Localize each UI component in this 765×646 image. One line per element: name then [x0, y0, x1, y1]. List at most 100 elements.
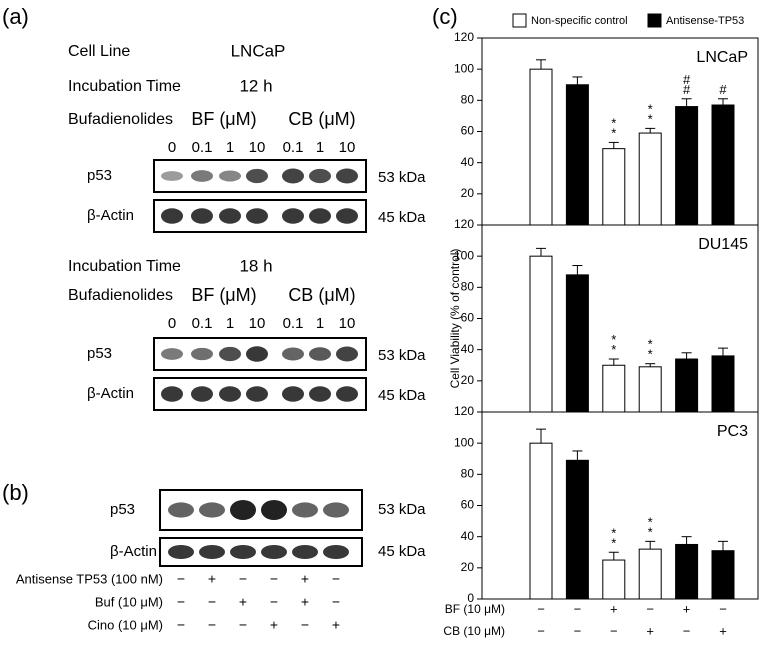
y-tick-label: 80: [461, 467, 475, 481]
blot-band: [191, 386, 213, 402]
condition-sign: −: [683, 623, 691, 638]
bar: [529, 255, 553, 413]
treatment-sign: +: [301, 571, 309, 587]
row-label: Cell Line: [68, 43, 130, 60]
y-tick-label: 120: [454, 30, 474, 44]
bar: [602, 559, 626, 600]
legend-label: Non-specific control: [531, 15, 628, 27]
legend-swatch: [512, 13, 527, 28]
blot-label: β-Actin: [87, 207, 134, 224]
treatment-sign: −: [239, 571, 247, 587]
lane-label: 0.1: [192, 315, 213, 332]
blot-label: p53: [87, 345, 112, 362]
significance-mark: * *: [648, 102, 653, 127]
lane-label: 0: [168, 315, 176, 332]
legend-label: Antisense-TP53: [666, 15, 744, 27]
treatment: BF (μM): [191, 285, 256, 305]
lane-label: 10: [249, 315, 266, 332]
treatment-sign: −: [332, 594, 340, 610]
lane-label: 0.1: [192, 139, 213, 156]
row-label: Incubation Time: [68, 258, 181, 275]
treatment-label: Cino (10 μM): [88, 617, 163, 632]
blot-size: 45 kDa: [378, 543, 426, 560]
y-tick-label: 120: [454, 404, 474, 418]
legend-swatch: [647, 13, 662, 28]
blot-band: [336, 386, 358, 402]
significance-mark: * *: [611, 526, 616, 551]
cell-line: LNCaP: [231, 41, 286, 60]
y-axis-label: Cell Viability (% of control): [448, 249, 462, 389]
blot-band: [282, 208, 304, 224]
panel-label: (c): [432, 4, 458, 29]
bar: [565, 459, 589, 600]
treatment-sign: −: [332, 571, 340, 587]
treatment-sign: −: [301, 617, 309, 633]
blot-band: [323, 502, 349, 518]
treatment-sign: −: [177, 571, 185, 587]
blot-band: [161, 348, 183, 360]
y-tick-label: 80: [461, 280, 475, 294]
blot-size: 53 kDa: [378, 347, 426, 364]
bar: [711, 355, 735, 413]
significance-mark: * *: [648, 337, 653, 362]
blot-band: [168, 544, 194, 560]
time: 18 h: [239, 256, 272, 275]
chart-title: PC3: [717, 423, 748, 440]
lane-label: 0.1: [283, 315, 304, 332]
bar: [711, 550, 735, 600]
treatment-label: Antisense TP53 (100 nM): [16, 571, 163, 586]
lane-label: 1: [316, 315, 324, 332]
blot-band: [161, 171, 183, 181]
treatment: CB (μM): [288, 109, 355, 129]
treatment-sign: +: [301, 594, 309, 610]
blot-label: β-Actin: [87, 385, 134, 402]
significance-mark: * *: [611, 116, 616, 141]
treatment-sign: −: [177, 594, 185, 610]
significance-mark: * *: [611, 332, 616, 357]
blot-band: [261, 500, 287, 520]
blot-band: [230, 500, 256, 520]
treatment-label: Buf (10 μM): [95, 594, 163, 609]
significance-mark: # #: [683, 72, 691, 97]
blot-band: [282, 168, 304, 184]
treatment-sign: +: [332, 617, 340, 633]
treatment-sign: −: [208, 594, 216, 610]
treatment-sign: −: [270, 571, 278, 587]
bar: [675, 543, 699, 600]
blot-band: [246, 386, 268, 402]
blot-band: [219, 346, 241, 362]
condition-sign: −: [537, 601, 545, 616]
blot-band: [161, 208, 183, 224]
condition-sign: −: [574, 623, 582, 638]
blot-label: β-Actin: [110, 543, 157, 560]
y-tick-label: 60: [461, 311, 475, 325]
y-tick-label: 20: [461, 186, 475, 200]
blot-band: [336, 168, 358, 184]
condition-sign: −: [719, 601, 727, 616]
blot-band: [309, 208, 331, 224]
treatment-sign: +: [208, 571, 216, 587]
y-tick-label: 80: [461, 93, 475, 107]
blot-band: [309, 168, 331, 184]
blot-label: p53: [87, 167, 112, 184]
time: 12 h: [239, 76, 272, 95]
y-tick-label: 20: [461, 373, 475, 387]
condition-label: BF (10 μM): [445, 602, 505, 616]
chart-title: DU145: [698, 236, 748, 253]
bar: [529, 442, 553, 600]
blot-band: [230, 544, 256, 560]
condition-sign: +: [610, 601, 618, 616]
y-tick-label: 100: [454, 248, 474, 262]
panel-label: (b): [2, 480, 29, 505]
lane-label: 10: [339, 139, 356, 156]
significance-mark: #: [719, 82, 727, 97]
lane-label: 10: [249, 139, 266, 156]
blot-band: [219, 208, 241, 224]
blot-band: [246, 208, 268, 224]
treatment-sign: −: [270, 594, 278, 610]
blot-size: 45 kDa: [378, 209, 426, 226]
blot-band: [191, 208, 213, 224]
blot-band: [191, 347, 213, 361]
blot-band: [282, 347, 304, 361]
